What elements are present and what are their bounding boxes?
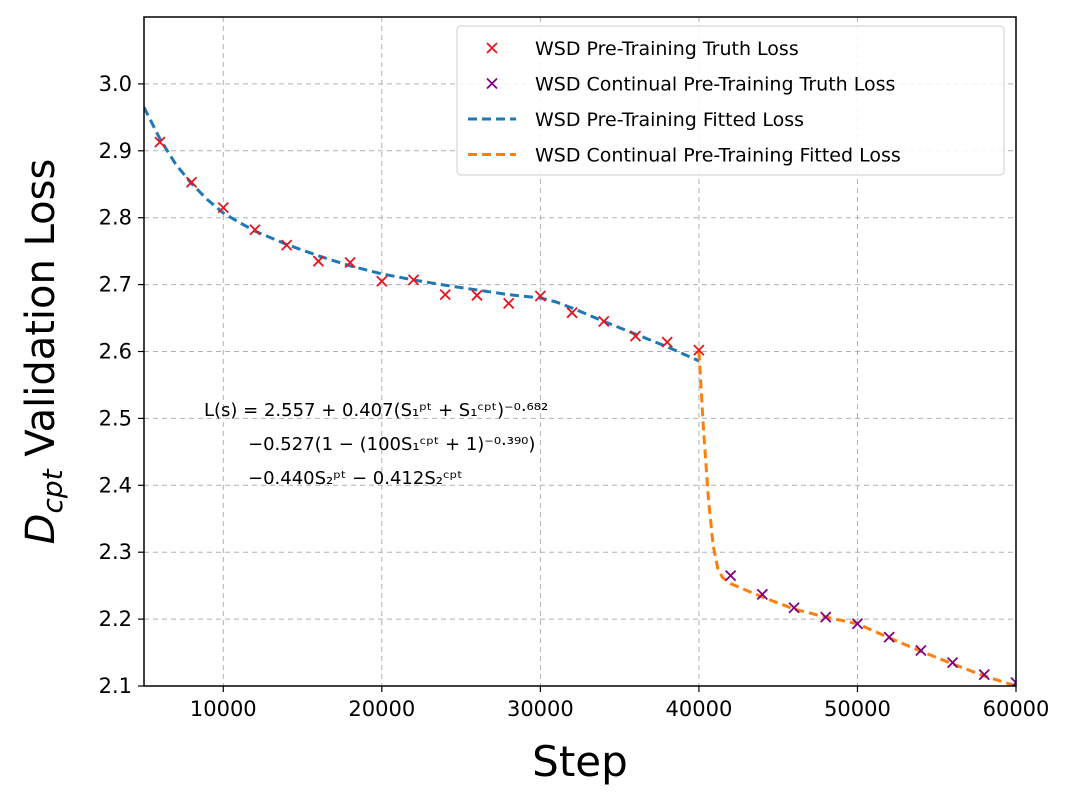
truth-point [598, 315, 610, 328]
truth-point [407, 274, 420, 286]
truth-point [471, 289, 483, 301]
truth-point [629, 330, 642, 342]
formula-line-1: L(s) = 2.557 + 0.407(S₁ᵖᵗ + S₁ᶜᵖᵗ)⁻⁰·⁶⁸² [204, 400, 548, 421]
truth-point [756, 588, 768, 600]
legend-item: WSD Pre-Training Fitted Loss [468, 109, 804, 131]
legend-item: WSD Continual Pre-Training Fitted Loss [468, 145, 901, 167]
truth-series-1 [154, 136, 705, 356]
x-tick-label: 40000 [666, 697, 733, 721]
y-tick-label: 2.3 [99, 540, 132, 564]
truth-point [851, 618, 864, 630]
x-tick-label: 20000 [348, 697, 415, 721]
truth-point [312, 255, 325, 267]
truth-point [693, 344, 705, 356]
legend-item: WSD Continual Pre-Training Truth Loss [486, 74, 895, 96]
truth-point [344, 256, 356, 269]
y-axis-title-sub: cpt [36, 468, 69, 513]
y-tick-label: 2.5 [99, 406, 132, 430]
y-tick-label: 2.2 [99, 607, 132, 631]
y-axis-title-rest: Validation Loss [18, 159, 64, 470]
truth-point [978, 668, 990, 681]
fitted-line-2 [697, 351, 1016, 686]
y-axis-title: Dcpt Validation Loss [18, 159, 69, 545]
truth-point [503, 297, 515, 309]
truth-point [946, 656, 959, 669]
y-tick-label: 2.6 [99, 340, 132, 364]
truth-point [566, 307, 578, 319]
truth-point [788, 602, 800, 614]
x-tick-label: 10000 [190, 697, 257, 721]
truth-point [724, 569, 737, 582]
legend-label: WSD Continual Pre-Training Truth Loss [535, 74, 895, 96]
legend-label: WSD Continual Pre-Training Fitted Loss [535, 145, 901, 167]
truth-point [249, 224, 261, 236]
formula-annotation: L(s) = 2.557 + 0.407(S₁ᵖᵗ + S₁ᶜᵖᵗ)⁻⁰·⁶⁸²… [204, 400, 548, 489]
legend-marker [486, 42, 498, 54]
y-tick-label: 2.1 [99, 674, 132, 698]
legend-box [456, 25, 1005, 176]
truth-point [185, 176, 198, 188]
fitted-line-1 [144, 106, 700, 363]
truth-point [217, 202, 229, 214]
truth-point [154, 136, 166, 148]
y-tick-label: 2.8 [99, 206, 132, 230]
x-tick-label: 50000 [824, 697, 891, 721]
formula-line-2: −0.527(1 − (100S₁ᶜᵖᵗ + 1)⁻⁰·³⁹⁰) [248, 434, 535, 455]
x-tick-label: 30000 [507, 697, 574, 721]
legend-label: WSD Pre-Training Fitted Loss [535, 109, 804, 131]
truth-point [439, 288, 451, 301]
x-axis-title: Step [532, 737, 628, 786]
truth-point [915, 644, 927, 657]
truth-point [661, 336, 673, 348]
series-layer [144, 106, 1016, 686]
y-tick-label: 3.0 [99, 72, 132, 96]
formula-line-3: −0.440S₂ᵖᵗ − 0.412S₂ᶜᵖᵗ [248, 468, 463, 489]
y-tick-label: 2.7 [99, 273, 132, 297]
truth-point [883, 631, 895, 643]
y-tick-label: 2.9 [99, 139, 132, 163]
truth-point [820, 611, 832, 623]
legend-label: WSD Pre-Training Truth Loss [535, 38, 799, 60]
y-axis-title-base: D [18, 514, 64, 545]
truth-point [534, 290, 547, 302]
legend-marker [486, 77, 498, 90]
truth-point [376, 275, 388, 287]
x-tick-label: 60000 [983, 697, 1050, 721]
legend-item: WSD Pre-Training Truth Loss [486, 38, 799, 60]
legend: WSD Pre-Training Truth Loss WSD Continual… [456, 25, 1005, 176]
truth-series-2 [724, 569, 1016, 686]
ticks: 10000 20000 30000 40000 50000 60000 2.1 2.2 2.3 2… [99, 72, 1050, 721]
truth-point [281, 239, 293, 251]
y-tick-label: 2.4 [99, 473, 132, 497]
